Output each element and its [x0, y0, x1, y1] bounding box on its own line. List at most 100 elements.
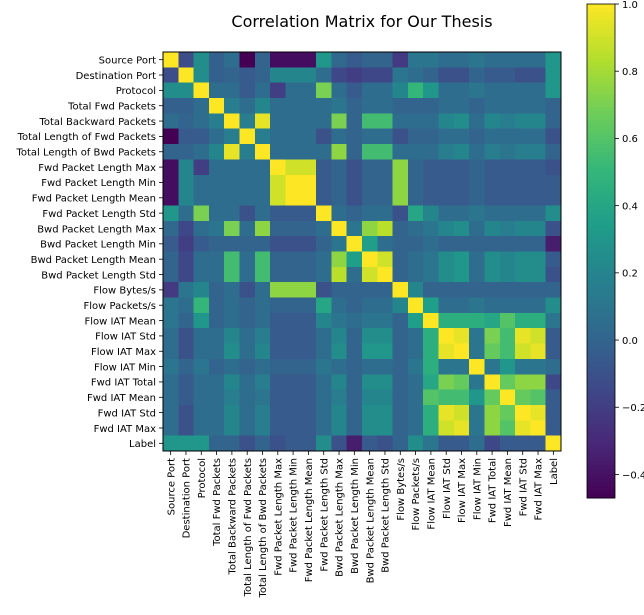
heatmap-cell: [239, 67, 256, 83]
colorbar-segment: [587, 20, 615, 25]
heatmap-cell: [193, 128, 210, 145]
heatmap-cell: [499, 343, 516, 360]
heatmap-cell: [300, 236, 317, 252]
heatmap-cell: [469, 404, 485, 421]
heatmap-cell: [224, 174, 240, 191]
heatmap-cell: [285, 266, 302, 283]
heatmap-cell: [530, 404, 546, 421]
y-tick-label: Fwd IAT Max: [94, 424, 157, 435]
heatmap-cell: [453, 312, 470, 329]
heatmap-cell: [346, 389, 363, 406]
heatmap-cell: [392, 404, 409, 421]
colorbar-tick-label: 1.0: [622, 0, 638, 11]
colorbar-segment: [587, 102, 615, 108]
heatmap-cell: [423, 205, 439, 222]
heatmap-cell: [362, 113, 378, 130]
colorbar-segment: [587, 172, 615, 178]
heatmap-cell: [316, 297, 332, 314]
y-tick-label: Fwd Packet Length Min: [41, 178, 156, 189]
heatmap-cell: [224, 128, 240, 145]
heatmap-cell: [484, 190, 501, 206]
heatmap-cell: [499, 98, 516, 114]
heatmap-cell: [178, 98, 194, 114]
heatmap-cell: [285, 328, 302, 344]
heatmap-cell: [331, 113, 347, 130]
heatmap-cell: [224, 113, 240, 130]
heatmap-cell: [193, 358, 210, 375]
colorbar-segment: [587, 32, 615, 38]
heatmap-cell: [316, 52, 332, 68]
heatmap-cell: [193, 82, 210, 99]
colorbar-segment: [587, 452, 615, 458]
heatmap-cell: [407, 205, 424, 222]
heatmap-cell: [208, 343, 225, 360]
heatmap-cell: [300, 435, 317, 452]
heatmap-cell: [163, 98, 179, 114]
heatmap-cell: [392, 220, 409, 237]
heatmap-cell: [362, 190, 378, 206]
heatmap-cell: [346, 312, 363, 329]
heatmap-cell: [178, 52, 194, 68]
heatmap-cell: [530, 282, 546, 298]
colorbar-segment: [587, 94, 615, 100]
heatmap-cell: [224, 404, 240, 421]
heatmap-cell: [407, 98, 424, 114]
heatmap-cell: [484, 374, 501, 390]
y-tick-label: Bwd Packet Length Mean: [31, 255, 156, 266]
heatmap-cell: [178, 282, 194, 298]
heatmap-cell: [300, 113, 317, 130]
heatmap-cell: [377, 251, 393, 268]
heatmap-cell: [346, 52, 363, 68]
heatmap-cell: [515, 205, 531, 222]
heatmap-cell: [224, 144, 240, 160]
heatmap-cell: [545, 404, 562, 421]
colorbar-frame: [586, 3, 616, 499]
heatmap-cell: [438, 144, 455, 160]
x-tick-label: Flow Bytes/s: [396, 458, 407, 521]
heatmap-cell: [163, 236, 179, 252]
heatmap-cell: [224, 282, 240, 298]
colorbar-segment: [587, 53, 615, 58]
heatmap-cell: [438, 374, 455, 390]
heatmap-cell: [407, 251, 424, 268]
heatmap-cell: [499, 404, 516, 421]
heatmap-cell: [346, 98, 363, 114]
heatmap-cell: [178, 435, 194, 452]
heatmap-cell: [407, 82, 424, 99]
heatmap-cell: [224, 374, 240, 390]
heatmap-cell: [193, 159, 210, 176]
heatmap-cell: [362, 205, 378, 222]
heatmap-cell: [178, 404, 194, 421]
heatmap-cell: [438, 312, 455, 329]
heatmap-cell: [254, 144, 271, 160]
heatmap-cell: [254, 328, 271, 344]
colorbar-segment: [587, 189, 615, 194]
heatmap-cell: [331, 220, 347, 237]
heatmap-cell: [316, 128, 332, 145]
heatmap-cell: [392, 113, 409, 130]
colorbar-segment: [587, 143, 615, 149]
heatmap-cell: [392, 52, 409, 68]
heatmap-cell: [530, 236, 546, 252]
y-tick-labels: Source Port Destination Port Protocol Total…: [15, 55, 163, 450]
colorbar-segment: [587, 24, 615, 30]
heatmap-cell: [438, 98, 455, 114]
heatmap-cell: [423, 236, 439, 252]
heatmap-cell: [423, 374, 439, 390]
colorbar-segment: [587, 156, 615, 161]
heatmap-cell: [453, 297, 470, 314]
heatmap-cell: [285, 190, 302, 206]
heatmap-cell: [545, 236, 562, 252]
heatmap-cell: [484, 282, 501, 298]
x-tick-label: Fwd Packet Length Std: [319, 458, 330, 572]
heatmap-cell: [285, 220, 302, 237]
heatmap-cell: [254, 205, 271, 222]
heatmap-cell: [316, 236, 332, 252]
heatmap-cell: [407, 67, 424, 83]
heatmap-cell: [346, 358, 363, 375]
heatmap-cell: [362, 98, 378, 114]
heatmap-cell: [362, 374, 378, 390]
colorbar-segment: [587, 374, 615, 380]
heatmap-cell: [316, 251, 332, 268]
heatmap-cell: [377, 67, 393, 83]
